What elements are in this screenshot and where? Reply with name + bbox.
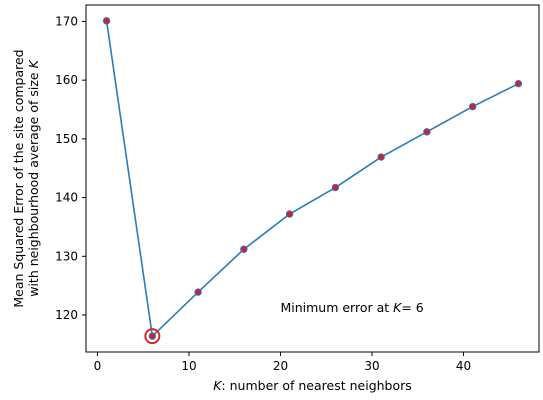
x-tick-label: 20 (273, 359, 288, 373)
data-point (240, 245, 248, 253)
y-tick-label: 120 (55, 308, 78, 322)
y-tick-label: 150 (55, 132, 78, 146)
data-point (514, 79, 523, 88)
annotation-part: K (393, 300, 403, 315)
data-point (423, 128, 431, 136)
x-tick-label: 0 (94, 359, 102, 373)
data-point (331, 183, 340, 192)
data-point (377, 153, 385, 161)
y-tick-label: 160 (55, 73, 78, 87)
x-axis-title-part: : number of nearest neighbors (221, 378, 411, 393)
y-axis-title-part: with neighbourhood average of size (26, 68, 41, 296)
x-tick-label: 30 (364, 359, 379, 373)
data-point (148, 332, 157, 340)
annotation-part: Minimum error at (280, 300, 393, 315)
data-point (285, 210, 294, 218)
plot-frame (85, 4, 540, 353)
y-axis-title-part: Mean Squared Error of the site compared (11, 49, 26, 307)
data-point (468, 102, 477, 111)
x-axis-title-part: K (213, 378, 223, 393)
x-tick-label: 10 (181, 359, 196, 373)
data-point (194, 288, 202, 296)
y-axis-title-part: K (26, 58, 41, 68)
minimum-annotation: Minimum error at K= 6 (280, 300, 423, 315)
minimum-highlight-ring (144, 328, 161, 345)
y-tick-label: 130 (55, 249, 78, 263)
x-axis-title: K: number of nearest neighbors (213, 378, 412, 393)
y-axis-title-line: Mean Squared Error of the site compared (11, 49, 26, 307)
annotation-part: = 6 (401, 300, 423, 315)
series-line (105, 20, 519, 337)
y-axis-title-line: with neighbourhood average of size K (26, 58, 41, 296)
y-tick-label: 170 (55, 14, 78, 28)
data-point (102, 17, 111, 25)
x-tick-label: 40 (456, 359, 471, 373)
y-tick-label: 140 (55, 191, 78, 205)
